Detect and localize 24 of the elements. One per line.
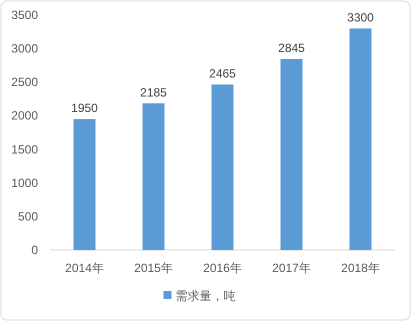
data-label: 2465 <box>209 66 236 80</box>
y-tick-label: 3500 <box>11 8 38 22</box>
data-label: 2845 <box>278 40 306 55</box>
y-tick-label: 500 <box>18 209 38 224</box>
bar <box>350 28 372 250</box>
y-tick-label: 1500 <box>11 142 38 156</box>
y-tick-label: 1000 <box>11 176 38 190</box>
data-label: 2185 <box>140 85 168 100</box>
y-tick-label: 3000 <box>11 42 38 56</box>
bar <box>74 119 96 250</box>
bar <box>212 84 234 250</box>
x-tick-label: 2016年 <box>203 261 242 275</box>
y-tick-label: 0 <box>31 243 38 257</box>
bar <box>142 103 164 250</box>
y-tick-label: 2500 <box>11 75 38 90</box>
bar <box>280 58 302 250</box>
x-tick-label: 2015年 <box>134 261 173 275</box>
x-tick-label: 2018年 <box>341 261 380 275</box>
legend-label: 需求量，吨 <box>176 289 236 303</box>
x-tick-label: 2017年 <box>272 261 311 275</box>
x-tick-label: 2014年 <box>65 261 104 275</box>
y-tick-label: 2000 <box>11 108 38 123</box>
data-label: 1950 <box>71 101 98 116</box>
data-label: 3300 <box>347 10 374 24</box>
